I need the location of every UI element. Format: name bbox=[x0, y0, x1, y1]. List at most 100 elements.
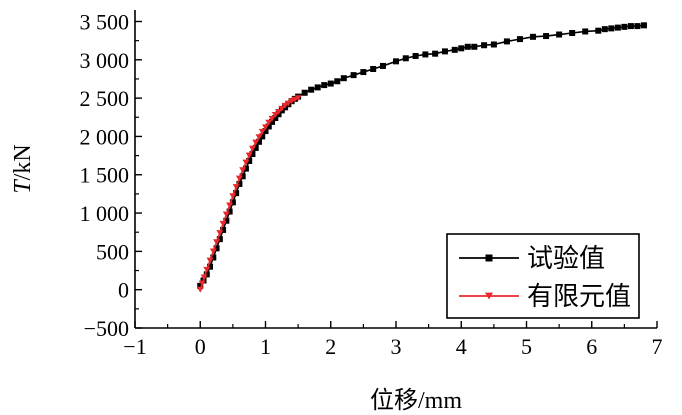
legend-box bbox=[446, 233, 640, 319]
data-point bbox=[269, 118, 276, 125]
series-fem bbox=[196, 95, 302, 293]
legend-marker-shape bbox=[485, 254, 493, 262]
y-tick-label: 2 500 bbox=[80, 86, 130, 111]
data-point bbox=[226, 208, 233, 215]
data-point bbox=[595, 27, 602, 34]
data-point bbox=[556, 31, 563, 38]
data-point bbox=[640, 22, 647, 29]
data-point bbox=[219, 220, 227, 227]
y-tick-label: −500 bbox=[84, 316, 129, 341]
data-point bbox=[216, 236, 223, 243]
data-point bbox=[226, 202, 234, 209]
data-point bbox=[458, 45, 465, 52]
data-point bbox=[255, 134, 263, 141]
y-tick-label: 1 000 bbox=[80, 201, 130, 226]
ticks: −1 0 1 2 3 4 5 6 7 −500 0 500 1 000 1 500 2 000 2 500 3 … bbox=[80, 9, 663, 359]
data-point bbox=[229, 199, 236, 206]
data-point bbox=[252, 144, 259, 151]
data-point bbox=[255, 138, 262, 145]
legend-marker-experimental bbox=[485, 254, 493, 262]
data-point bbox=[360, 69, 367, 76]
x-axis-title: 位移/mm bbox=[370, 387, 462, 414]
data-point bbox=[543, 33, 550, 40]
data-point bbox=[268, 115, 276, 122]
data-point bbox=[196, 286, 204, 293]
data-point bbox=[198, 280, 206, 287]
y-tick-label: 3 000 bbox=[80, 48, 130, 73]
x-tick-label: 4 bbox=[456, 334, 467, 359]
data-point bbox=[259, 133, 266, 140]
x-tick-label: 7 bbox=[652, 334, 663, 359]
x-tick-label: 3 bbox=[391, 334, 402, 359]
data-point bbox=[252, 139, 260, 146]
data-point bbox=[621, 23, 628, 30]
legend-marker-fem bbox=[485, 292, 493, 300]
x-tick-label: 1 bbox=[260, 334, 271, 359]
legend-marker-shape bbox=[485, 292, 493, 300]
data-point bbox=[271, 112, 279, 118]
data-point bbox=[232, 184, 240, 190]
data-point bbox=[213, 245, 220, 252]
data-point bbox=[245, 152, 253, 159]
data-point bbox=[265, 119, 273, 126]
data-point bbox=[608, 25, 615, 32]
data-point bbox=[321, 82, 328, 89]
data-point bbox=[582, 28, 589, 35]
data-point bbox=[393, 58, 399, 65]
x-tick-label: −1 bbox=[123, 334, 146, 359]
data-point bbox=[441, 48, 448, 55]
data-point bbox=[249, 151, 256, 158]
data-point bbox=[314, 84, 321, 91]
data-point bbox=[209, 248, 217, 255]
data-point bbox=[203, 266, 211, 273]
data-point bbox=[569, 29, 576, 36]
data-point bbox=[242, 159, 250, 166]
data-point bbox=[206, 257, 214, 264]
data-point bbox=[203, 271, 210, 278]
y-axis-title-unit: /kN bbox=[10, 144, 36, 180]
data-point bbox=[334, 78, 341, 85]
data-point bbox=[402, 55, 409, 62]
data-point bbox=[327, 80, 334, 87]
data-point bbox=[503, 38, 510, 45]
legend: 试验值 有限元值 bbox=[446, 233, 640, 319]
x-tick-label: 6 bbox=[586, 334, 597, 359]
data-point bbox=[370, 66, 377, 73]
data-point bbox=[213, 239, 221, 246]
x-tick-label: 0 bbox=[195, 334, 206, 359]
data-point bbox=[265, 123, 272, 130]
data-point bbox=[471, 43, 478, 50]
x-tick-label: 2 bbox=[325, 334, 336, 359]
data-point bbox=[516, 36, 523, 43]
y-axis-title-italic: T bbox=[10, 179, 36, 194]
data-point bbox=[262, 128, 269, 135]
y-tick-label: 1 500 bbox=[80, 163, 130, 188]
y-tick-label: 0 bbox=[118, 278, 129, 303]
data-point bbox=[422, 51, 429, 58]
data-point bbox=[239, 167, 247, 174]
data-point bbox=[197, 282, 204, 289]
y-axis-title: T/kN bbox=[10, 144, 36, 193]
data-point bbox=[281, 102, 289, 109]
data-point bbox=[207, 263, 214, 270]
y-tick-label: 3 500 bbox=[80, 9, 130, 34]
legend-label-experimental: 试验值 bbox=[527, 244, 605, 274]
series-line bbox=[199, 97, 299, 290]
data-point bbox=[627, 23, 634, 30]
data-point bbox=[530, 33, 537, 40]
data-point bbox=[236, 180, 243, 187]
data-point bbox=[634, 23, 641, 30]
data-point bbox=[275, 108, 283, 115]
data-point bbox=[258, 128, 266, 135]
data-point bbox=[235, 175, 243, 182]
data-point bbox=[246, 157, 253, 164]
data-point bbox=[210, 254, 217, 261]
data-point bbox=[412, 52, 419, 59]
data-point bbox=[294, 95, 302, 102]
data-point bbox=[200, 274, 208, 281]
y-tick-label: 2 000 bbox=[80, 124, 130, 149]
y-tick-label: 500 bbox=[96, 239, 129, 264]
data-point bbox=[340, 75, 347, 82]
data-point bbox=[262, 124, 269, 131]
